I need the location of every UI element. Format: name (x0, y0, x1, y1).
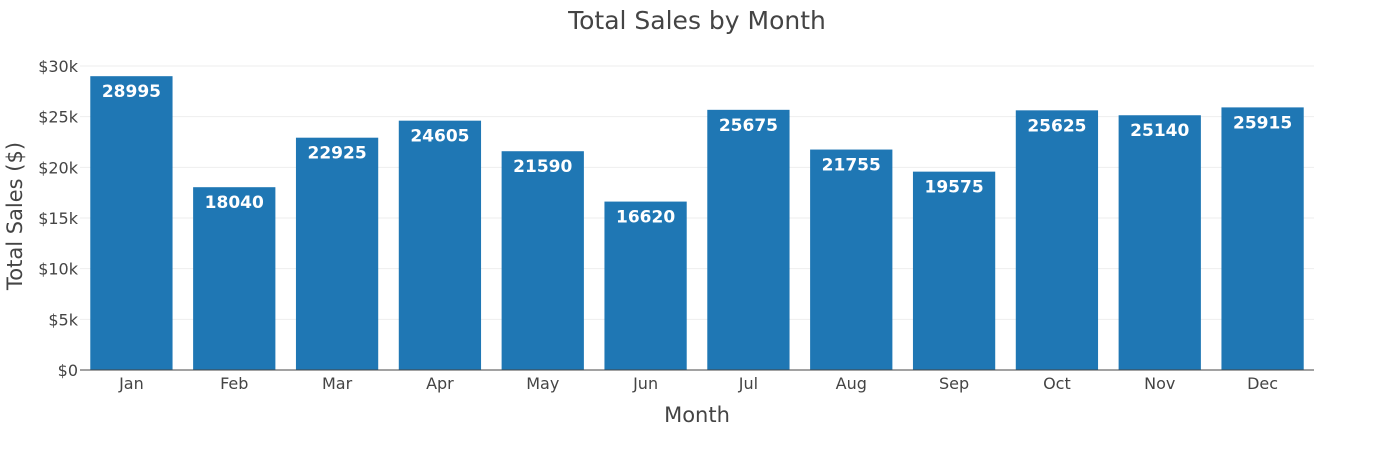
x-tick-label: Aug (836, 374, 867, 393)
y-tick-label: $0 (58, 361, 78, 380)
bar-value-label: 21755 (822, 156, 881, 176)
bar-value-label: 24605 (410, 127, 469, 147)
chart-title: Total Sales by Month (567, 6, 826, 35)
bar-value-label: 19575 (925, 178, 984, 198)
x-tick-label: Sep (939, 374, 969, 393)
bar-nov[interactable] (1118, 115, 1201, 370)
bar-jun[interactable] (604, 201, 687, 370)
bars: 28995 18040 22925 24605 21590 16620 25675 21755… (90, 76, 1304, 371)
bar-sep[interactable] (912, 171, 996, 370)
bar-value-label: 25625 (1027, 116, 1086, 136)
gridlines (80, 65, 1314, 320)
x-tick-label: Oct (1043, 374, 1071, 393)
bar-jul[interactable] (707, 109, 790, 371)
bar-value-label: 25140 (1130, 121, 1189, 141)
bar-value-label: 28995 (102, 82, 161, 102)
bar-value-label: 25915 (1233, 113, 1292, 133)
y-tick-label: $15k (38, 209, 79, 228)
x-tick-label: Nov (1144, 374, 1175, 393)
bar-aug[interactable] (810, 149, 893, 370)
y-tick-label: $20k (38, 158, 79, 177)
x-tick-label: Feb (220, 374, 248, 393)
y-tick-label: $25k (38, 108, 79, 127)
x-tick-label: Jul (738, 374, 758, 393)
bar-dec[interactable] (1221, 107, 1304, 371)
bar-mar[interactable] (295, 137, 379, 370)
bar-value-label: 25675 (719, 116, 778, 136)
bar-oct[interactable] (1015, 110, 1099, 370)
bar-value-label: 18040 (205, 193, 264, 213)
bar-value-label: 21590 (513, 157, 572, 177)
x-axis-title: Month (664, 403, 730, 427)
bar-feb[interactable] (193, 187, 276, 370)
x-tick-label: Apr (426, 374, 454, 393)
y-tick-label: $5k (48, 310, 78, 329)
x-tick-label: May (526, 374, 559, 393)
y-tick-label: $10k (38, 260, 79, 279)
x-tick-label: Mar (322, 374, 353, 393)
bar-value-label: 16620 (616, 208, 675, 228)
x-tick-label: Dec (1247, 374, 1278, 393)
bar-may[interactable] (501, 151, 584, 370)
y-axis-title: Total Sales ($) (3, 142, 27, 291)
x-tick-label: Jun (632, 374, 658, 393)
axes: $0 $5k $10k $15k $20k $25k $30k Jan Feb Mar Apr May… (38, 57, 1314, 393)
bar-value-label: 22925 (308, 144, 367, 164)
bar-jan[interactable] (90, 76, 173, 371)
x-tick-label: Jan (118, 374, 144, 393)
y-tick-label: $30k (38, 57, 79, 76)
bar-apr[interactable] (398, 120, 482, 370)
